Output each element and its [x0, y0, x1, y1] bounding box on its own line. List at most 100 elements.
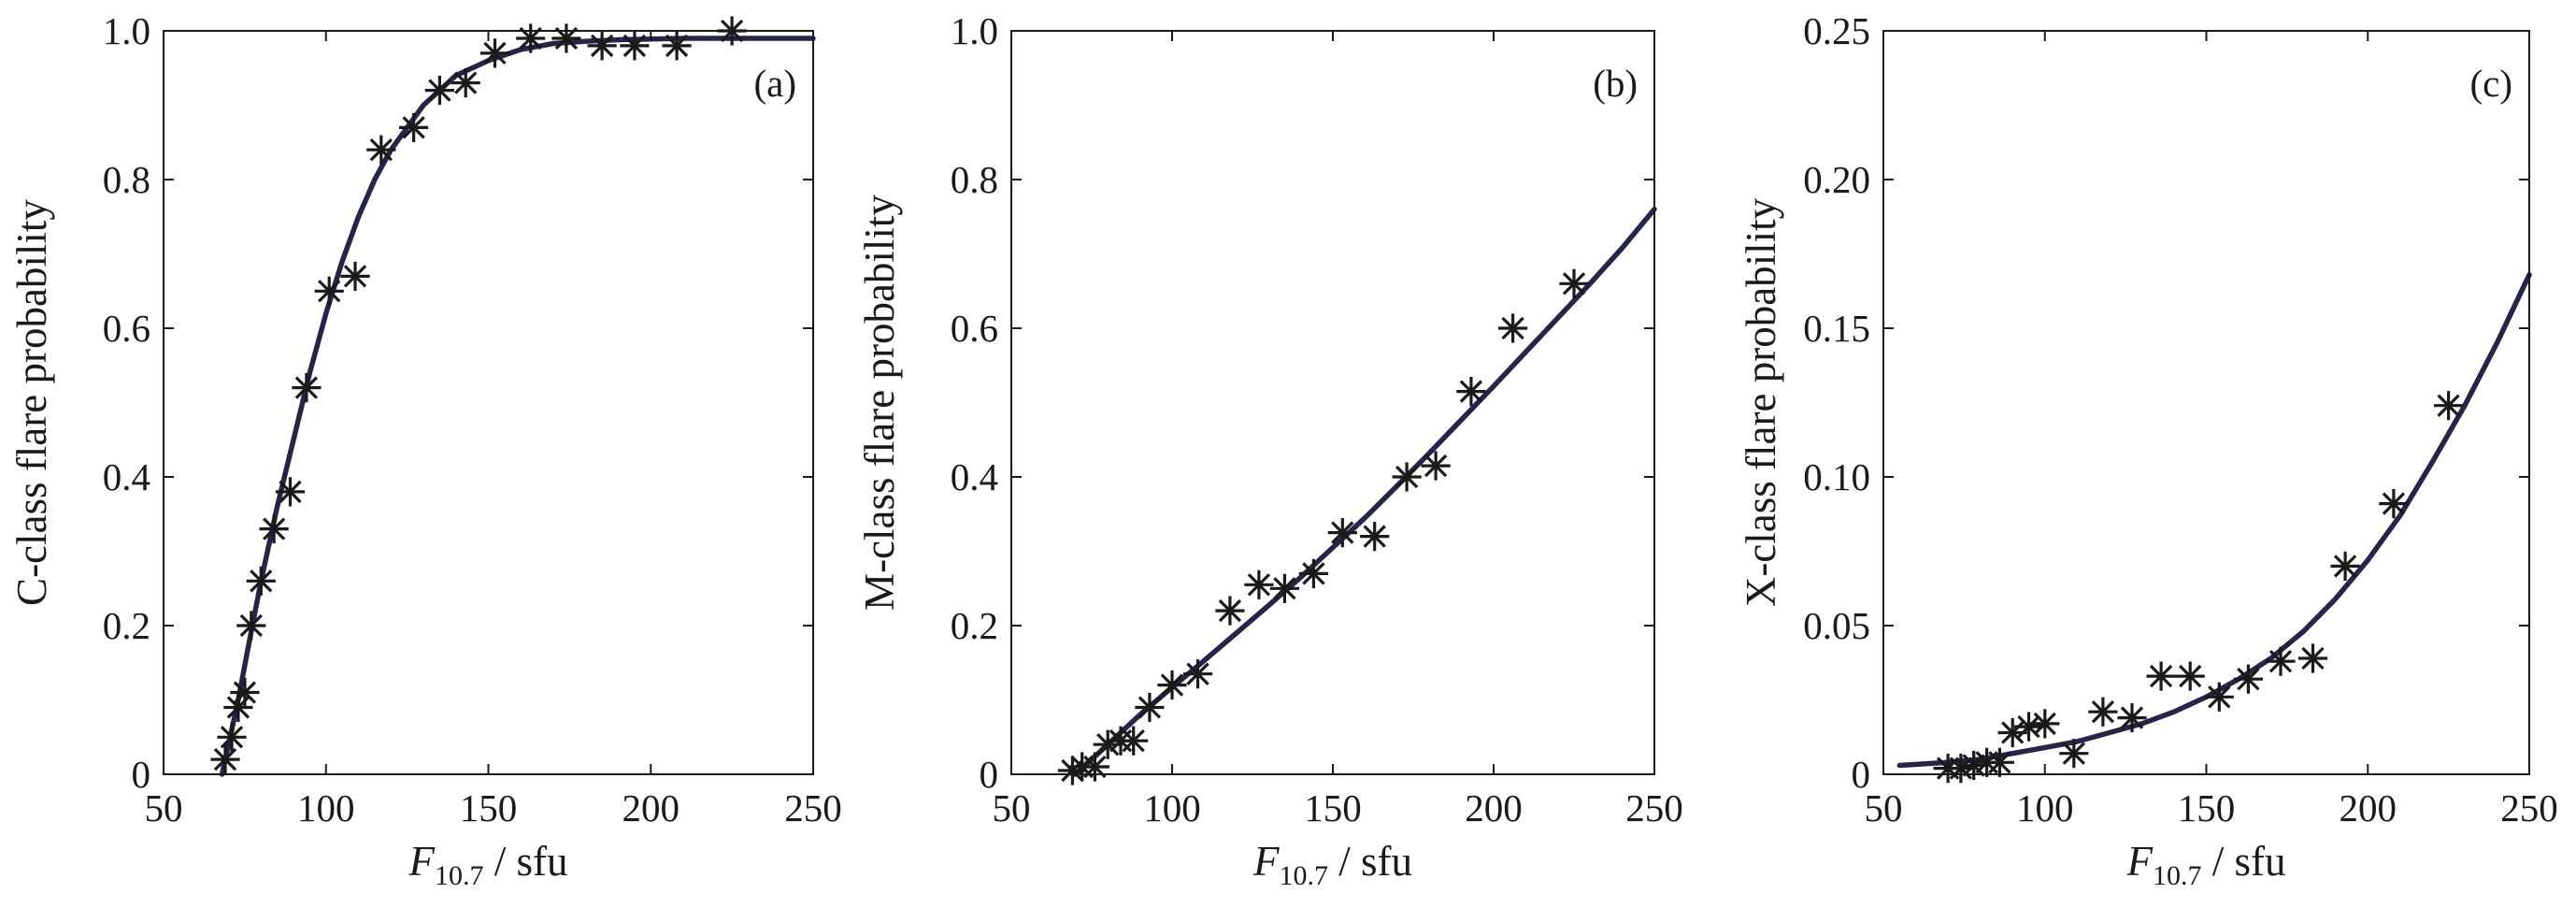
data-point — [2297, 643, 2328, 673]
y-axis-label: X-class flare probability — [1738, 197, 1784, 607]
x-tick-label: 50 — [1865, 786, 1903, 829]
panel-c: 50 100 150 200 250 0 0.05 0.10 0.15 0.20 0.25 (c) X-… — [1738, 9, 2558, 891]
plot-frame — [1010, 30, 1655, 775]
data-point — [314, 276, 344, 306]
x-tick-label: 250 — [784, 786, 842, 829]
data-point — [1456, 377, 1486, 407]
panel-label: (c) — [2469, 62, 2512, 105]
y-tick-label: 0.25 — [1803, 9, 1870, 52]
data-point — [217, 722, 247, 752]
data-point — [230, 677, 260, 708]
x-tick-label: 200 — [2340, 786, 2397, 829]
x-axis-label: F10.7 / sfu — [408, 838, 568, 891]
data-point — [2030, 709, 2060, 739]
data-point — [620, 31, 650, 61]
x-axis-variable: F — [2126, 838, 2154, 885]
fit-curve — [219, 36, 816, 777]
data-point — [259, 513, 289, 544]
x-tick-label: 100 — [1143, 786, 1201, 829]
data-point — [1984, 747, 2014, 777]
y-tick-label: 1.0 — [103, 9, 150, 52]
fit-curve — [1896, 272, 2532, 769]
y-axis-label: M-class flare probability — [856, 195, 903, 611]
y-tick-label: 0.2 — [103, 604, 150, 647]
data-point — [2175, 661, 2205, 691]
data-point — [1135, 692, 1165, 723]
plot-frame — [163, 30, 814, 775]
x-axis-variable: F — [408, 838, 436, 885]
data-point — [479, 38, 510, 68]
x-axis-label: F10.7 / sfu — [2126, 838, 2286, 891]
y-tick-label: 0.4 — [951, 455, 998, 498]
data-point — [2088, 697, 2118, 727]
x-axis-unit: / sfu — [1328, 838, 1412, 885]
y-tick-label: 0.4 — [103, 455, 150, 498]
data-point — [366, 135, 396, 165]
y-tick-label: 0.20 — [1803, 158, 1870, 201]
data-point — [2266, 646, 2296, 676]
data-point — [662, 31, 692, 61]
data-point — [2233, 664, 2263, 694]
data-point — [340, 261, 370, 291]
data-point — [451, 67, 480, 98]
x-tick-label: 150 — [460, 786, 518, 829]
data-point — [2146, 661, 2176, 691]
fit-curve — [1073, 207, 1657, 777]
data-point — [1157, 670, 1187, 700]
y-tick-label: 0.8 — [951, 158, 998, 201]
x-tick-label: 150 — [1304, 786, 1362, 829]
x-tick-label: 150 — [2178, 786, 2236, 829]
x-axis-subscript: 10.7 — [435, 860, 484, 891]
data-point — [210, 744, 240, 774]
y-tick-label: 0.05 — [1803, 604, 1870, 647]
y-tick-label: 0.10 — [1803, 455, 1870, 498]
x-axis-label: F10.7 / sfu — [1252, 838, 1412, 891]
x-tick-label: 50 — [145, 786, 183, 829]
data-point — [246, 566, 276, 596]
data-point — [1244, 569, 1274, 599]
data-point — [275, 477, 306, 507]
y-tick-label: 1.0 — [951, 9, 998, 52]
y-tick-label: 0 — [980, 753, 999, 796]
data-point — [1269, 573, 1300, 603]
data-point — [1327, 517, 1357, 548]
y-tick-label: 0.2 — [951, 604, 998, 647]
data-point — [292, 373, 322, 403]
data-point — [1360, 521, 1390, 552]
y-tick-label: 0 — [132, 753, 151, 796]
y-tick-label: 0.6 — [951, 307, 998, 350]
data-point — [1215, 596, 1245, 626]
x-axis-unit: / sfu — [2202, 838, 2286, 885]
data-point — [1182, 659, 1213, 689]
data-point — [1559, 268, 1589, 298]
data-point — [1119, 726, 1149, 756]
y-tick-label: 0 — [1852, 753, 1871, 796]
data-point — [1298, 558, 1329, 589]
data-point — [1392, 462, 1422, 492]
plot-frame — [1882, 30, 2530, 775]
x-tick-label: 250 — [1625, 786, 1683, 829]
panel-label: (b) — [1593, 62, 1638, 105]
panel-a: 50 100 150 200 250 0 0.2 0.4 0.6 0.8 1.0 (a) C-class… — [8, 9, 842, 891]
x-tick-label: 100 — [297, 786, 355, 829]
x-axis-variable: F — [1252, 838, 1280, 885]
x-tick-label: 200 — [623, 786, 680, 829]
data-point — [399, 112, 429, 142]
y-axis-label: C-class flare probability — [8, 199, 55, 606]
data-point — [2434, 391, 2464, 421]
x-axis-subscript: 10.7 — [1280, 860, 1329, 891]
data-point — [2379, 488, 2409, 519]
x-axis-unit: / sfu — [484, 838, 568, 885]
data-point — [424, 75, 454, 106]
x-tick-label: 200 — [1465, 786, 1523, 829]
panel-b: 50 100 150 200 250 0 0.2 0.4 0.6 0.8 1.0 (b) M-class… — [856, 9, 1683, 891]
data-point — [2117, 702, 2147, 733]
data-point — [1497, 313, 1528, 343]
data-point — [1080, 752, 1110, 782]
x-tick-label: 250 — [2500, 786, 2558, 829]
data-point — [2204, 682, 2234, 712]
x-tick-label: 50 — [993, 786, 1031, 829]
y-tick-label: 0.15 — [1803, 307, 1870, 350]
